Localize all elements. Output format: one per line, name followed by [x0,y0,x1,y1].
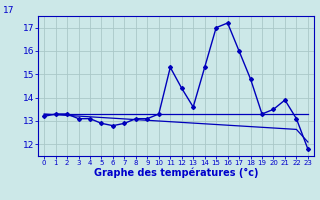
X-axis label: Graphe des températures (°c): Graphe des températures (°c) [94,168,258,178]
Text: 17: 17 [3,6,15,15]
